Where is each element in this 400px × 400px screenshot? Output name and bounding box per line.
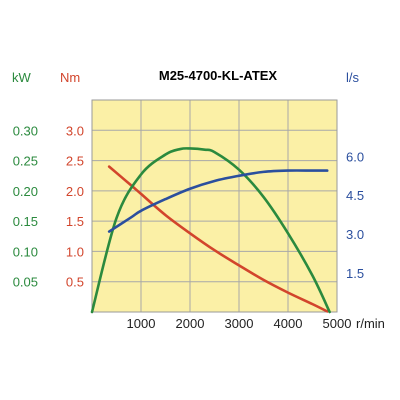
power-tick-label: 0.25	[13, 154, 38, 169]
torque-tick-label: 3.0	[66, 123, 84, 138]
flow-axis-unit-label: l/s	[346, 70, 360, 85]
grid-lines	[91, 99, 338, 313]
power-tick-label: 0.30	[13, 123, 38, 138]
x-tick-label: 4000	[274, 316, 303, 331]
power-tick-label: 0.20	[13, 184, 38, 199]
flow-tick-label: 4.5	[346, 188, 364, 203]
power-tick-label: 0.10	[13, 244, 38, 259]
x-tick-label: 5000	[323, 316, 352, 331]
torque-tick-label: 2.0	[66, 184, 84, 199]
power-tick-label: 0.05	[13, 275, 38, 290]
x-tick-label: 3000	[225, 316, 254, 331]
power-tick-label: 0.15	[13, 214, 38, 229]
chart-title: M25-4700-KL-ATEX	[159, 68, 278, 83]
flow-curve	[107, 169, 329, 233]
x-tick-label: 1000	[127, 316, 156, 331]
torque-tick-label: 2.5	[66, 154, 84, 169]
torque-curve	[107, 165, 329, 313]
torque-axis-unit-label: Nm	[60, 70, 80, 85]
plot-area	[92, 100, 337, 312]
plot-border	[91, 99, 338, 313]
flow-tick-label: 3.0	[346, 227, 364, 242]
torque-tick-label: 1.5	[66, 214, 84, 229]
x-axis-unit-label: r/min	[356, 316, 385, 331]
power-curve	[90, 147, 331, 314]
flow-tick-label: 1.5	[346, 266, 364, 281]
series-layer	[90, 147, 331, 314]
axis-layer: 1000 2000 3000 4000 5000 r/min 0.05 0.10 0.15 0.2…	[12, 70, 385, 331]
torque-tick-label: 0.5	[66, 275, 84, 290]
flow-tick-label: 6.0	[346, 149, 364, 164]
x-tick-label: 2000	[176, 316, 205, 331]
torque-tick-label: 1.0	[66, 244, 84, 259]
power-axis-unit-label: kW	[12, 70, 32, 85]
